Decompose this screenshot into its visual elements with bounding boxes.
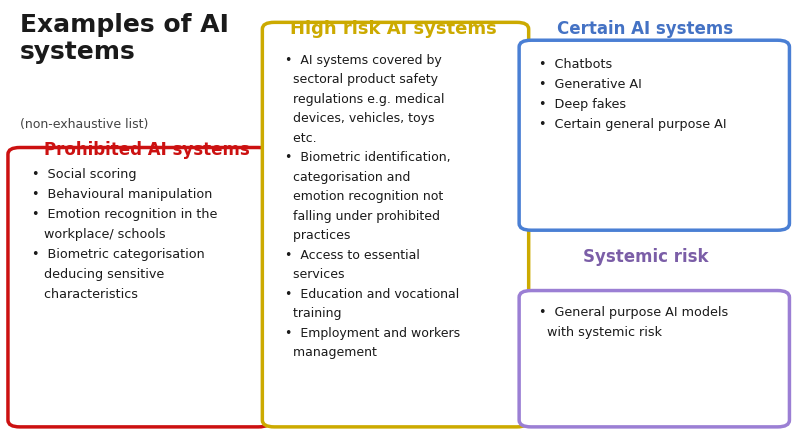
Text: Systemic risk: Systemic risk xyxy=(583,248,708,266)
Text: •  General purpose AI models
  with systemic risk: • General purpose AI models with systemi… xyxy=(539,306,728,339)
Text: •  AI systems covered by
  sectoral product safety
  regulations e.g. medical
  : • AI systems covered by sectoral product… xyxy=(285,54,460,359)
Text: High risk AI systems: High risk AI systems xyxy=(290,20,497,38)
Text: (non-exhaustive list): (non-exhaustive list) xyxy=(20,118,148,131)
FancyBboxPatch shape xyxy=(8,148,270,427)
Text: •  Chatbots
•  Generative AI
•  Deep fakes
•  Certain general purpose AI: • Chatbots • Generative AI • Deep fakes … xyxy=(539,58,727,131)
Text: Prohibited AI systems: Prohibited AI systems xyxy=(45,141,250,159)
FancyBboxPatch shape xyxy=(519,40,789,230)
FancyBboxPatch shape xyxy=(519,291,789,427)
Text: Certain AI systems: Certain AI systems xyxy=(557,20,734,38)
FancyBboxPatch shape xyxy=(262,22,529,427)
Text: Examples of AI
systems: Examples of AI systems xyxy=(20,13,229,64)
Text: •  Social scoring
•  Behavioural manipulation
•  Emotion recognition in the
   w: • Social scoring • Behavioural manipulat… xyxy=(32,168,217,301)
